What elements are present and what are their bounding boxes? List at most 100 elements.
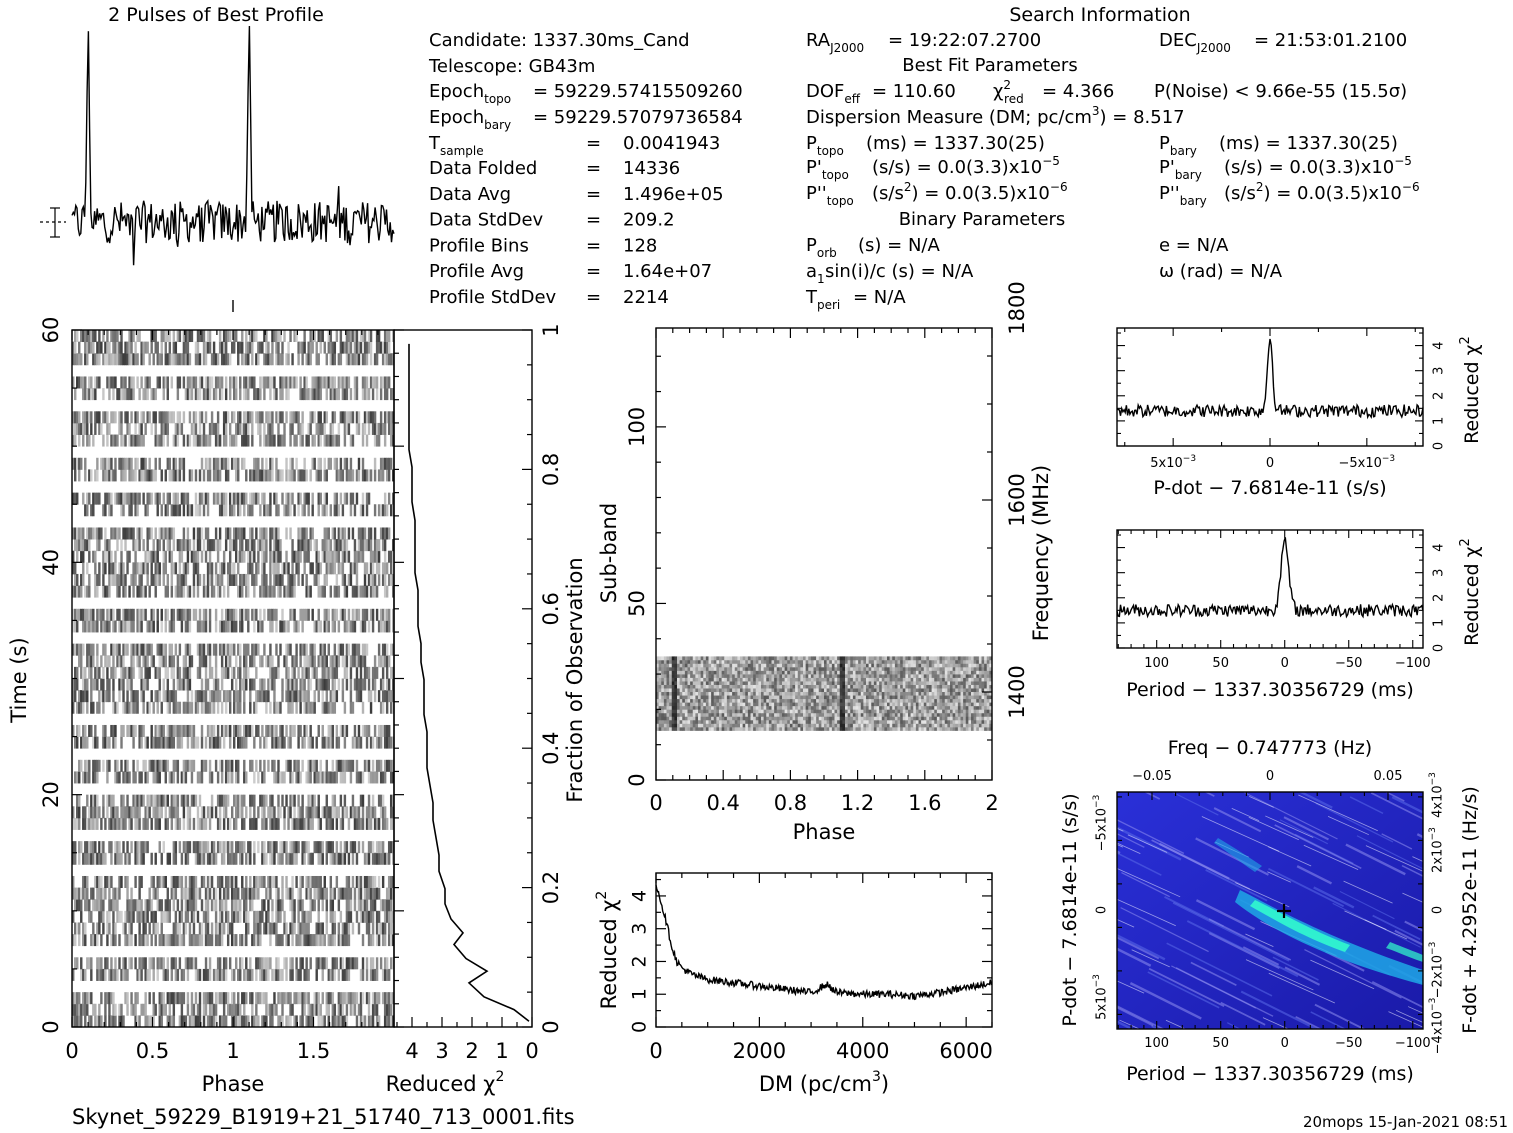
tp-cell [114, 469, 117, 482]
tp-cell [230, 562, 234, 575]
tp-cell [120, 376, 123, 389]
tp-cell [375, 1003, 379, 1016]
tp-cell [323, 875, 326, 888]
tp-cell [373, 550, 377, 563]
tp-cell [265, 585, 268, 598]
tp-cell [164, 620, 167, 633]
tp-cell [220, 562, 224, 575]
tp-cell [243, 411, 246, 424]
tp-cell [200, 899, 204, 912]
tp-cell [202, 910, 206, 923]
tp-cell [317, 608, 320, 621]
tp-cell [253, 887, 256, 900]
tp-cell [267, 608, 270, 621]
tp-cell [251, 934, 254, 947]
tp-cell [90, 690, 93, 703]
tp-cell [233, 1015, 236, 1027]
tp-cell [307, 806, 310, 819]
tp-cell [134, 422, 137, 435]
sb-cell [695, 727, 699, 731]
tp-cell [291, 794, 294, 807]
info-row-value: 128 [623, 235, 657, 256]
tp-cell [174, 701, 178, 714]
tp-cell [126, 388, 129, 401]
tp-cell [78, 1003, 81, 1016]
tp-cell [114, 457, 117, 470]
tp-cell [160, 330, 163, 343]
ra-value: = 19:22:07.2700 [888, 30, 1041, 51]
tp-cell [357, 875, 361, 888]
tp-cell [261, 411, 264, 424]
tp-cell [174, 469, 178, 482]
tp-cell [96, 701, 99, 714]
tp-cell [126, 899, 129, 912]
tp-cell [194, 1015, 198, 1027]
tp-cell [152, 608, 155, 621]
tp-cell [158, 899, 161, 912]
tp-cell [98, 899, 101, 912]
tp-cell [72, 411, 75, 424]
tp-cell [301, 608, 304, 621]
tp-cell [152, 620, 155, 633]
tp-cell [182, 666, 186, 679]
tp-cell [309, 887, 312, 900]
tp-cell [273, 666, 276, 679]
tp-cell [94, 1003, 97, 1016]
tp-cell [90, 992, 93, 1005]
tp-cell [345, 1003, 349, 1016]
tp-cell [90, 701, 93, 714]
tp-cell [90, 469, 93, 482]
tp-cell [124, 759, 127, 772]
tp-cell [164, 666, 167, 679]
tp-cell [343, 492, 347, 505]
sb-cell [703, 727, 707, 731]
tp-cell [72, 701, 75, 714]
tp-cell [249, 504, 252, 517]
tp-cell [220, 573, 224, 586]
tp-cell [226, 585, 230, 598]
tp-cell [190, 875, 194, 888]
tp-cell [291, 655, 294, 668]
tp-cell [303, 527, 306, 540]
tp-cell [243, 527, 246, 540]
tp-cell [202, 585, 206, 598]
tp-cell [122, 353, 125, 366]
tp-cell [345, 759, 349, 772]
tp-cell [78, 759, 81, 772]
tp-cell [303, 690, 306, 703]
tp-cell [233, 492, 236, 505]
tp-cell [206, 376, 210, 389]
tp-cell [206, 341, 210, 354]
tp-cell [363, 376, 367, 389]
tp-cell [303, 457, 306, 470]
tp-cell [200, 817, 204, 830]
tp-cell [118, 852, 121, 865]
tp-cell [206, 887, 210, 900]
tp-cell [128, 585, 131, 598]
tp-cell [132, 492, 135, 505]
tp-cell [351, 655, 355, 668]
epoch-topo: Epochtopo [429, 81, 511, 106]
tp-cell [261, 771, 264, 784]
tp-cell [226, 643, 230, 656]
tp-cell [194, 899, 198, 912]
tp-cell [251, 573, 254, 586]
tp-cell [76, 527, 79, 540]
tp-cell [106, 957, 109, 970]
tp-cell [126, 992, 129, 1005]
tp-cell [106, 411, 109, 424]
tp-cell [271, 666, 274, 679]
tp-cell [214, 968, 218, 981]
tp-cell [110, 666, 113, 679]
tp-cell [319, 934, 322, 947]
tp-cell [168, 527, 172, 540]
tp-cell [361, 910, 365, 923]
tp-cell [108, 353, 111, 366]
tp-cell [194, 934, 198, 947]
porb-label: Porb [806, 235, 837, 260]
tp-cell [267, 922, 270, 935]
tp-cell [253, 573, 256, 586]
tp-cell [212, 736, 216, 749]
tp-cell [287, 376, 290, 389]
tp-cell [239, 643, 242, 656]
